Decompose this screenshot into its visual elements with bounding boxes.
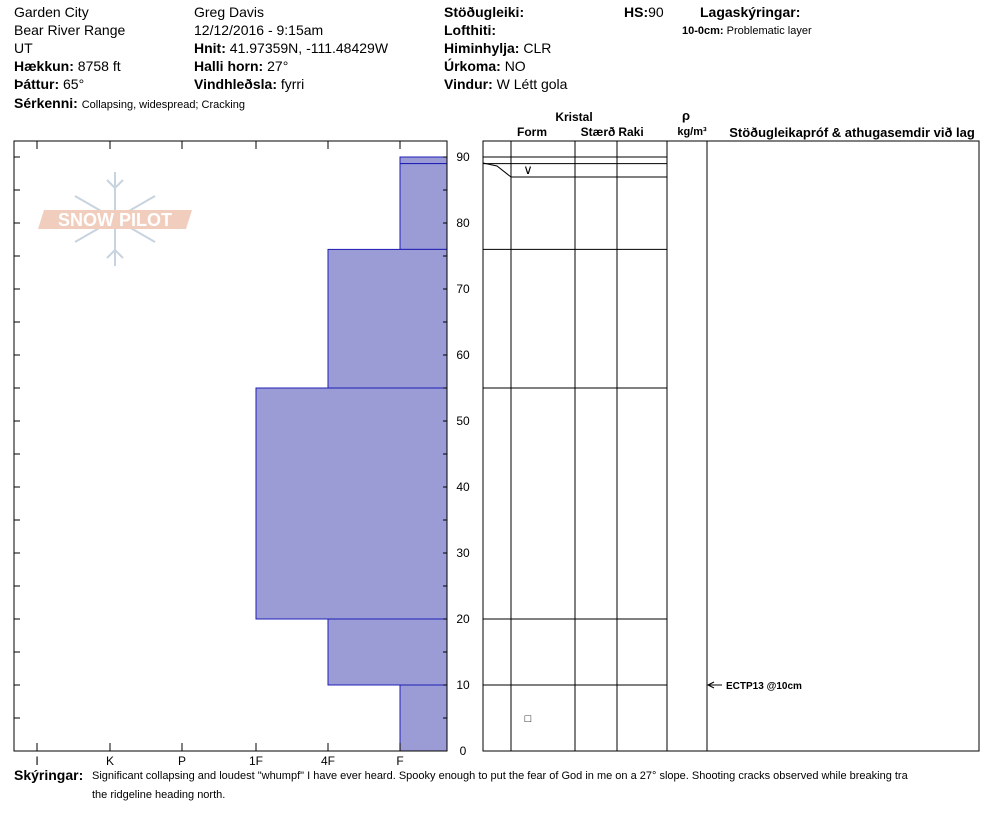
observer: Greg Davis [194, 4, 265, 20]
header-density-symbol: ρ [682, 108, 690, 123]
elevation: Hækkun: 8758 ft [14, 58, 121, 74]
header-moisture: Raki [618, 125, 643, 139]
hardness-bar-3 [255, 387, 448, 620]
hardness-bar-5 [399, 684, 448, 752]
sky-label: Himinhylja: [444, 40, 520, 56]
header-size: Stærð [581, 125, 616, 139]
slope: Halli horn: 27° [194, 58, 288, 74]
legend-item-label: 10-0cm: [682, 25, 724, 37]
slope-label: Halli horn: [194, 58, 264, 74]
y-tick-label: 80 [456, 216, 470, 230]
aspect: Þáttur: 65° [14, 76, 84, 92]
comments-line-1: Significant collapsing and loudest "whum… [92, 770, 908, 782]
test-result: ECTP13 @10cm [726, 681, 802, 692]
header-form: Form [517, 125, 547, 139]
slope-value: 27° [267, 58, 289, 74]
hardness-bar-1 [399, 163, 448, 250]
datetime: 12/12/2016 - 9:15am [194, 22, 324, 38]
header-density-unit: kg/m³ [677, 126, 707, 138]
hardness-bar-4 [327, 618, 448, 686]
hardness-bar-0 [399, 156, 448, 165]
y-tick-label: 60 [456, 348, 470, 362]
layer-table-frame [482, 140, 980, 752]
precip: Úrkoma: NO [444, 58, 526, 74]
state: UT [14, 40, 33, 56]
x-tick-label: I [35, 754, 38, 768]
air-temp-label: Lofthiti: [444, 22, 497, 38]
profile-frame [13, 140, 448, 752]
y-tick-label: 50 [456, 414, 470, 428]
logo-text: SNOW PILOT [58, 210, 172, 230]
y-tick-label: 20 [456, 612, 470, 626]
comments-line-2: the ridgeline heading north. [92, 789, 226, 801]
x-tick-label: 4F [321, 754, 335, 768]
coords-value: 41.97359N, -111.48429W [229, 40, 389, 56]
grain-form-symbol: □ [525, 713, 532, 725]
y-tick-label: 0 [460, 744, 467, 758]
aspect-value: 65° [63, 76, 85, 92]
x-tick-label: K [106, 754, 114, 768]
stability-label: Stöðugleiki: [444, 4, 525, 20]
y-tick-label: 10 [456, 678, 470, 692]
wind-label: Vindur: [444, 76, 493, 92]
layer-connector [482, 162, 512, 178]
aspect-label: Þáttur: [14, 76, 60, 92]
legend-label: Lagaskýringar: [700, 4, 801, 20]
x-tick-label: P [178, 754, 186, 768]
wind-loading-label: Vindhleðsla: [194, 76, 277, 92]
range: Bear River Range [14, 22, 126, 38]
precip-value: NO [504, 58, 526, 74]
coords: Hnit: 41.97359N, -111.48429W [194, 40, 388, 56]
header-crystal: Kristal [555, 110, 592, 124]
comments-label: Skýringar: [14, 767, 84, 783]
grain-form-symbol: ∨ [523, 162, 533, 177]
wind-loading: Vindhleðsla: fyrri [194, 76, 304, 92]
hs: HS:90 [624, 4, 664, 20]
test-arrow-head [706, 681, 715, 689]
sky: Himinhylja: CLR [444, 40, 551, 56]
elevation-value: 8758 ft [77, 58, 121, 74]
location: Garden City [14, 4, 89, 20]
header-tests: Stöðugleikapróf & athugasemdir við lag [729, 125, 975, 140]
elevation-label: Hækkun: [14, 58, 74, 74]
snowpilot-logo: SNOW PILOT [38, 172, 192, 266]
wind-value: W Létt gola [496, 76, 568, 92]
legend-item: 10-0cm: Problematic layer [682, 23, 812, 39]
precip-label: Úrkoma: [444, 58, 501, 74]
coords-label: Hnit: [194, 40, 226, 56]
x-tick-label: 1F [249, 754, 263, 768]
y-tick-label: 90 [456, 150, 470, 164]
x-tick-label: F [396, 754, 403, 768]
y-tick-label: 40 [456, 480, 470, 494]
sky-value: CLR [523, 40, 552, 56]
y-tick-label: 70 [456, 282, 470, 296]
hs-value: 90 [648, 4, 664, 20]
y-tick-label: 30 [456, 546, 470, 560]
features-value: Collapsing, widespread; Cracking [81, 99, 245, 111]
features-label: Sérkenni: [14, 95, 78, 111]
legend-item-value: Problematic layer [726, 25, 812, 37]
hs-label: HS: [624, 4, 649, 20]
hardness-bar-2 [327, 248, 448, 389]
features: Sérkenni: Collapsing, widespread; Cracki… [14, 95, 245, 113]
wind: Vindur: W Létt gola [444, 76, 567, 92]
wind-loading-value: fyrri [280, 76, 305, 92]
